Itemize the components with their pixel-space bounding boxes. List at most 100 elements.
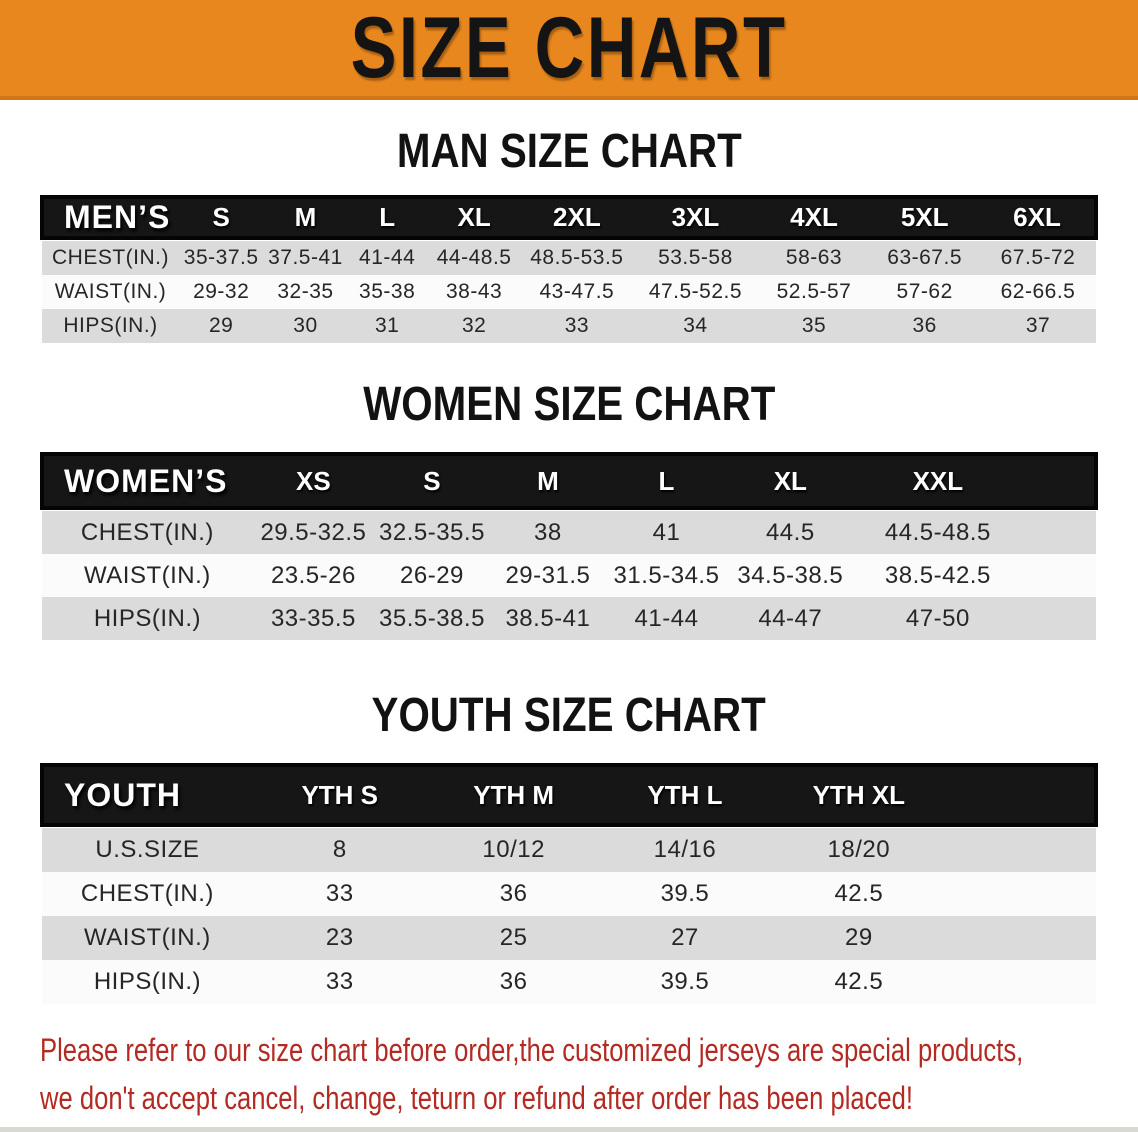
size-value: 36 <box>912 314 937 337</box>
footer-note-text: Please refer to our size chart before or… <box>40 1026 1024 1122</box>
size-value: 39.5 <box>660 880 710 907</box>
empty-column-header <box>948 763 1098 827</box>
size-value: 33 <box>325 968 354 995</box>
table-row: WAIST(IN.) 23 25 27 29 <box>42 916 1096 960</box>
size-column-header: XS <box>252 452 374 510</box>
size-column-header: 3XL <box>632 195 759 240</box>
size-column-header: L <box>605 452 728 510</box>
size-value: 34.5-38.5 <box>737 561 844 589</box>
header-gap <box>42 825 1096 828</box>
empty-cell <box>948 916 1096 960</box>
size-value: 42.5 <box>834 968 884 995</box>
size-value: 34 <box>683 314 708 337</box>
size-column-header: YTH XL <box>769 763 949 827</box>
size-value: 23.5-26 <box>270 561 356 589</box>
table-row: CHEST(IN.) 33 36 39.5 42.5 <box>42 872 1096 916</box>
size-value: 38.5-42.5 <box>884 561 991 589</box>
man-section-heading-text: MAN SIZE CHART <box>396 125 742 178</box>
size-value: 33 <box>564 314 590 337</box>
row-label: HIPS(IN.) <box>63 314 158 337</box>
size-value: 37.5-41 <box>268 246 343 269</box>
row-label: U.S.SIZE <box>95 836 200 863</box>
size-value: 10/12 <box>482 836 545 863</box>
size-value: 29 <box>844 924 873 951</box>
size-value: 38 <box>534 518 562 546</box>
table-row: HIPS(IN.) 33-35.5 35.5-38.5 38.5-41 41-44 44-… <box>42 597 1096 640</box>
size-value: 33-35.5 <box>270 604 356 632</box>
size-column-header: YTH M <box>426 763 601 827</box>
row-label: HIPS(IN.) <box>93 604 201 632</box>
size-value: 25 <box>499 924 528 951</box>
size-value: 62-66.5 <box>1000 280 1076 303</box>
size-value: 44-48.5 <box>436 246 512 269</box>
size-column-header: 2XL <box>521 195 633 240</box>
size-value: 32-35 <box>277 280 334 303</box>
row-label: CHEST(IN.) <box>80 518 214 546</box>
table-row: CHEST(IN.) 29.5-32.5 32.5-35.5 38 41 44.5 44.5… <box>42 511 1096 554</box>
table-row: WAIST(IN.) 29-32 32-35 35-38 38-43 43-47.5 47.… <box>42 275 1096 309</box>
size-column-header: XL <box>426 195 522 240</box>
youth-size-table-corner-label: YOUTH <box>40 763 253 827</box>
size-value: 35-37.5 <box>183 246 259 269</box>
size-column-header: 6XL <box>979 195 1099 240</box>
size-column-header: YTH S <box>252 763 427 827</box>
size-value: 30 <box>293 314 318 337</box>
size-value: 18/20 <box>827 836 891 863</box>
women-size-table-corner-label: WOMEN’S <box>40 452 253 510</box>
header-gap <box>42 238 1096 241</box>
size-column-header: L <box>347 195 427 240</box>
size-column-header: XXL <box>853 452 1023 510</box>
table-row: CHEST(IN.) 35-37.5 37.5-41 41-44 44-48.5 48.5… <box>42 241 1096 275</box>
size-value: 29-32 <box>193 280 250 303</box>
size-value: 47.5-52.5 <box>648 280 743 303</box>
size-value: 41-44 <box>634 604 699 632</box>
size-value: 58-63 <box>785 246 843 269</box>
size-value: 36 <box>499 880 528 907</box>
size-value: 31 <box>374 314 400 337</box>
size-value: 35.5-38.5 <box>379 604 485 632</box>
row-label: WAIST(IN.) <box>84 924 211 951</box>
size-value: 32 <box>461 314 487 337</box>
banner: SIZE CHART <box>0 0 1138 100</box>
row-label: WAIST(IN.) <box>84 561 211 589</box>
header-gap <box>42 508 1096 511</box>
empty-cell <box>948 872 1096 916</box>
empty-cell <box>948 960 1096 1004</box>
man-section-heading: MAN SIZE CHART <box>0 124 1138 179</box>
size-value: 33 <box>325 880 354 907</box>
banner-title: SIZE CHART <box>350 0 788 96</box>
women-size-table-wrap: WOMEN’S XS S M L XL XXL CHEST(IN.) 29.5-32.5 32.5… <box>0 452 1138 640</box>
size-value: 53.5-58 <box>658 246 733 269</box>
size-value: 14/16 <box>653 836 717 863</box>
size-value: 38-43 <box>446 280 503 303</box>
empty-cell <box>1022 597 1096 640</box>
size-value: 41-44 <box>359 246 416 269</box>
row-label: CHEST(IN.) <box>52 246 169 269</box>
row-label: HIPS(IN.) <box>93 968 201 995</box>
size-value: 32.5-35.5 <box>379 518 485 546</box>
size-value: 38.5-41 <box>505 604 591 632</box>
empty-cell <box>948 828 1096 872</box>
empty-cell <box>1022 511 1096 554</box>
footer-line-1: Please refer to our size chart before or… <box>40 1032 1024 1068</box>
size-value: 44-47 <box>758 604 823 632</box>
row-label: WAIST(IN.) <box>54 280 167 303</box>
empty-cell <box>1022 554 1096 597</box>
women-size-table: WOMEN’S XS S M L XL XXL CHEST(IN.) 29.5-32.5 32.5… <box>40 452 1098 640</box>
size-column-header: S <box>374 452 490 510</box>
size-value: 48.5-53.5 <box>530 246 624 269</box>
row-label: CHEST(IN.) <box>80 880 214 907</box>
size-value: 42.5 <box>834 880 884 907</box>
women-section-heading: WOMEN SIZE CHART <box>0 377 1138 432</box>
size-value: 29-31.5 <box>505 561 591 589</box>
table-row: WAIST(IN.) 23.5-26 26-29 29-31.5 31.5-34.5 34… <box>42 554 1096 597</box>
men-size-table-corner-label: MEN’S <box>39 195 180 240</box>
footer-note: Please refer to our size chart before or… <box>40 1026 1138 1122</box>
men-size-table: MEN’S S M L XL 2XL 3XL 4XL 5XL 6XL CHEST(IN.) 35-37… <box>39 195 1099 343</box>
empty-column-header <box>1022 452 1098 510</box>
table-row: HIPS(IN.) 33 36 39.5 42.5 <box>42 960 1096 1004</box>
size-value: 67.5-72 <box>1000 246 1076 269</box>
bottom-edge-artifact <box>0 1127 1138 1132</box>
youth-section-heading-text: YOUTH SIZE CHART <box>371 689 767 742</box>
